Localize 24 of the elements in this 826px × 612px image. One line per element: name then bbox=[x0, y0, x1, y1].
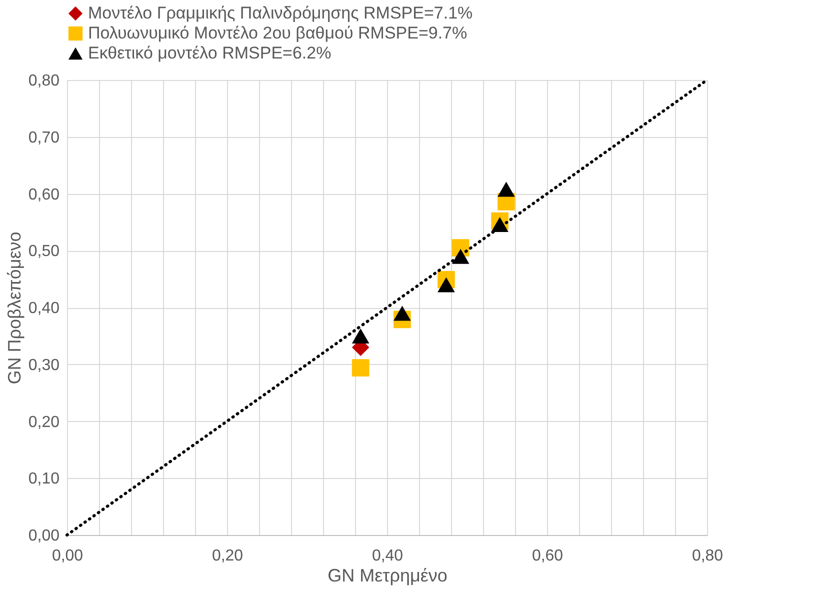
y-tick-label: 0,30 bbox=[28, 356, 60, 374]
y-tick-label: 0,00 bbox=[28, 528, 60, 544]
point bbox=[498, 182, 515, 197]
y-tick-label: 0,10 bbox=[28, 470, 60, 488]
y-tick-label: 0,20 bbox=[28, 414, 60, 431]
x-tick-label: 0,40 bbox=[372, 548, 404, 564]
y-tick-label: 0,50 bbox=[28, 243, 60, 260]
x-tick-label: 0,80 bbox=[692, 548, 724, 564]
x-tick-label: 0,00 bbox=[52, 548, 84, 564]
x-tick-label: 0,60 bbox=[532, 548, 564, 564]
point bbox=[438, 277, 455, 292]
point bbox=[352, 328, 370, 344]
x-tick-label: 0,20 bbox=[212, 548, 244, 564]
x-axis-title: GN Μετρημένο bbox=[328, 566, 448, 586]
point bbox=[352, 359, 370, 376]
y-tick-label: 0,40 bbox=[28, 300, 60, 317]
y-tick-label: 0,70 bbox=[28, 129, 60, 146]
y-tick-label: 0,60 bbox=[28, 186, 60, 204]
y-axis-title: GN Προβλεπόμενο bbox=[4, 232, 24, 384]
legend-label: Εκθετικό μοντέλο RMSPE=6.2% bbox=[88, 44, 332, 62]
y-tick-label: 0,80 bbox=[28, 72, 60, 90]
legend-label: Μοντέλο Γραμμικής Παλινδρόμησης RMSPE=7.1% bbox=[88, 4, 473, 22]
point bbox=[394, 306, 411, 321]
legend-label: Πολυωνυμικό Μοντέλο 2ου βαθμού RMSPE=9.7% bbox=[88, 24, 468, 42]
